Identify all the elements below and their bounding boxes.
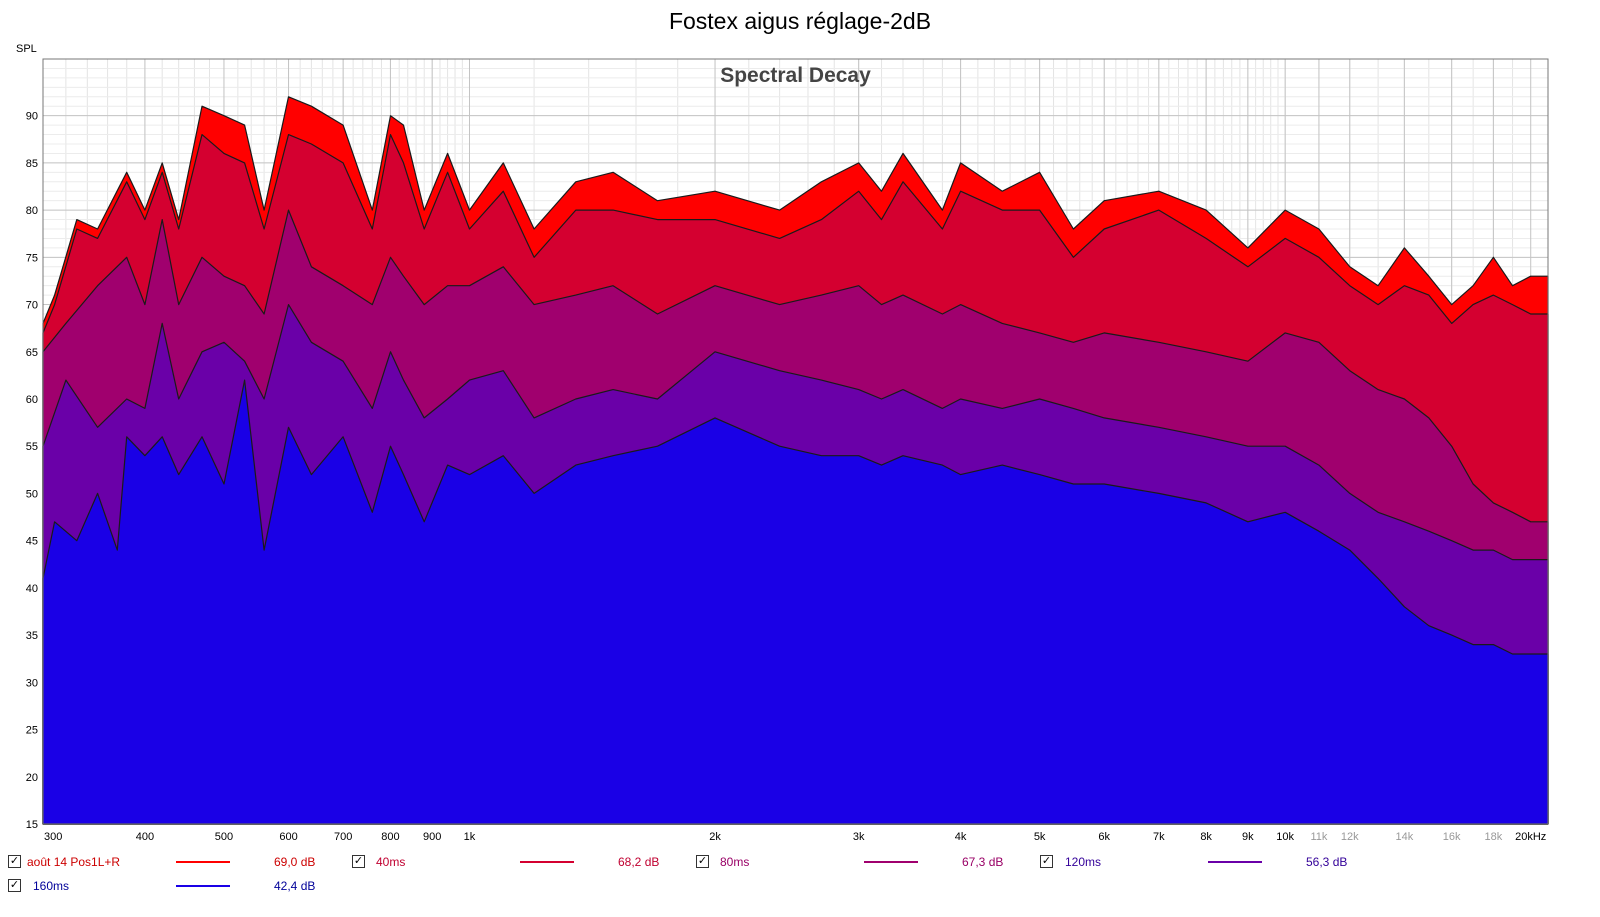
legend-row-1: ✓ août 14 Pos1L+R 69,0 dB ✓ 40ms 68,2 dB… bbox=[0, 852, 1600, 872]
window-title: Fostex aigus réglage-2dB bbox=[668, 8, 932, 34]
y-tick-label-15: 90 bbox=[26, 111, 38, 123]
x-tick-label-10: 4k bbox=[955, 831, 967, 843]
legend-swatch-1 bbox=[520, 861, 574, 863]
x-tick-label-13: 7k bbox=[1153, 831, 1165, 843]
y-tick-label-9: 60 bbox=[26, 394, 38, 406]
x-tick-label-0: 300 bbox=[44, 831, 62, 843]
y-tick-label-13: 80 bbox=[26, 205, 38, 217]
y-tick-label-10: 65 bbox=[26, 347, 38, 359]
x-tick-label-2: 500 bbox=[215, 831, 233, 843]
x-tick-label-5: 800 bbox=[381, 831, 399, 843]
legend-value-2: 67,3 dB bbox=[962, 855, 1004, 869]
chart-title: Spectral Decay bbox=[720, 64, 871, 87]
x-tick-label-7: 1k bbox=[464, 831, 476, 843]
x-tick-label-17: 11k bbox=[1310, 831, 1327, 843]
x-tick-label-11: 5k bbox=[1034, 831, 1046, 843]
legend-value-3: 56,3 dB bbox=[1306, 855, 1348, 869]
y-tick-label-4: 35 bbox=[26, 630, 38, 642]
legend-swatch-4 bbox=[176, 885, 230, 887]
legend-checkbox-3[interactable]: ✓ bbox=[1040, 855, 1053, 868]
legend-swatch-2 bbox=[864, 861, 918, 863]
y-tick-label-12: 75 bbox=[26, 252, 38, 264]
series-area-4 bbox=[42, 379, 1549, 825]
y-tick-label-11: 70 bbox=[26, 300, 38, 312]
plot-frame bbox=[42, 58, 1549, 825]
legend-name-3: 120ms bbox=[1065, 855, 1102, 869]
y-tick-label-8: 55 bbox=[26, 441, 38, 453]
legend-swatch-3 bbox=[1208, 861, 1262, 863]
x-tick-label-15: 9k bbox=[1242, 831, 1254, 843]
x-tick-label-12: 6k bbox=[1098, 831, 1110, 843]
y-tick-label-6: 45 bbox=[26, 536, 38, 548]
legend-row-2: ✓ 160ms 42,4 dB bbox=[0, 876, 1600, 896]
y-tick-label-2: 25 bbox=[26, 725, 38, 737]
legend-checkbox-4[interactable]: ✓ bbox=[8, 879, 21, 892]
x-tick-label-18: 12k bbox=[1341, 831, 1359, 843]
x-tick-label-19: 14k bbox=[1395, 831, 1413, 843]
y-tick-label-14: 85 bbox=[26, 158, 38, 170]
x-tick-label-6: 900 bbox=[423, 831, 441, 843]
legend-name-4: 160ms bbox=[33, 879, 70, 893]
legend-name-2: 80ms bbox=[720, 855, 750, 869]
y-tick-label-5: 40 bbox=[26, 583, 38, 595]
legend-name-0: août 14 Pos1L+R bbox=[27, 855, 121, 869]
x-tick-label-14: 8k bbox=[1200, 831, 1212, 843]
x-tick-label-21: 18k bbox=[1485, 831, 1503, 843]
x-tick-label-22: 20kHz bbox=[1515, 831, 1546, 843]
legend-checkbox-1[interactable]: ✓ bbox=[352, 855, 365, 868]
x-tick-label-8: 2k bbox=[709, 831, 721, 843]
y-tick-label-3: 30 bbox=[26, 677, 38, 689]
x-tick-label-1: 400 bbox=[136, 831, 154, 843]
legend-swatch-0 bbox=[176, 861, 230, 863]
legend-checkbox-0[interactable]: ✓ bbox=[8, 855, 21, 868]
y-tick-label-0: 15 bbox=[26, 819, 38, 831]
x-tick-label-16: 10k bbox=[1276, 831, 1294, 843]
legend-name-1: 40ms bbox=[376, 855, 406, 869]
y-tick-label-7: 50 bbox=[26, 488, 38, 500]
x-tick-label-4: 700 bbox=[334, 831, 352, 843]
legend-value-1: 68,2 dB bbox=[618, 855, 660, 869]
x-tick-label-9: 3k bbox=[853, 831, 865, 843]
legend-value-0: 69,0 dB bbox=[274, 855, 316, 869]
legend-checkbox-2[interactable]: ✓ bbox=[696, 855, 709, 868]
x-tick-label-20: 16k bbox=[1443, 831, 1461, 843]
x-tick-label-3: 600 bbox=[279, 831, 297, 843]
y-axis-label: SPL bbox=[16, 43, 37, 55]
legend-value-4: 42,4 dB bbox=[274, 879, 316, 893]
y-tick-label-1: 20 bbox=[26, 772, 38, 784]
